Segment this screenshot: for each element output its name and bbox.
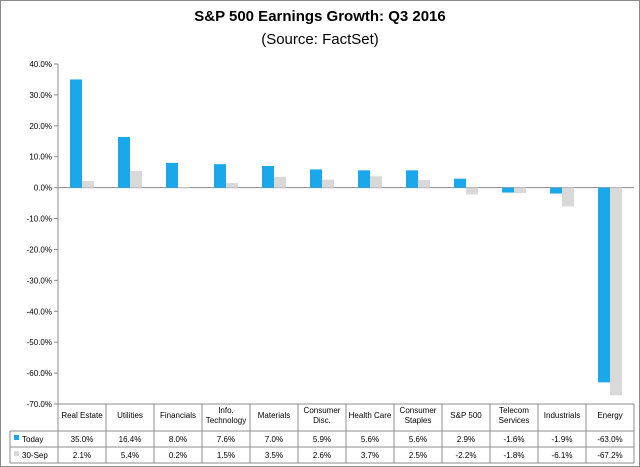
table-value-30-sep: 2.1% (73, 451, 91, 460)
bar-30-sep (130, 170, 142, 188)
bar-today (166, 162, 178, 188)
table-value-today: 35.0% (71, 435, 94, 444)
table-value-30-sep: 1.5% (217, 451, 235, 460)
category-label: Info. (218, 406, 234, 415)
bar-30-sep (370, 176, 382, 188)
bar-today (598, 187, 610, 383)
bar-30-sep (466, 187, 478, 195)
bar-today (214, 164, 226, 188)
chart-subtitle: (Source: FactSet) (261, 31, 379, 48)
bar-today (550, 187, 562, 194)
legend-swatch-30-sep (14, 451, 19, 456)
table-value-today: 7.6% (217, 435, 235, 444)
legend-label-today: Today (22, 435, 43, 444)
y-tick-label: -50.0% (27, 338, 52, 347)
bar-30-sep (562, 187, 574, 207)
table-value-today: -63.0% (597, 435, 622, 444)
bar-30-sep (418, 179, 430, 188)
y-tick-label: -20.0% (27, 245, 52, 254)
y-tick-label: 0.0% (34, 184, 52, 193)
bar-30-sep (610, 187, 622, 396)
y-tick-label: -30.0% (27, 276, 52, 285)
bar-30-sep (82, 181, 94, 188)
bar-today (502, 187, 514, 193)
category-label: S&P 500 (450, 411, 482, 420)
legend-swatch-today (14, 435, 19, 440)
bar-today (358, 170, 370, 188)
bar-today (454, 178, 466, 188)
category-label: Health Care (349, 411, 392, 420)
bar-30-sep (226, 183, 238, 188)
bar-30-sep (274, 176, 286, 188)
y-tick-label: 40.0% (29, 60, 52, 69)
table-value-today: 2.9% (457, 435, 475, 444)
category-label: Services (499, 416, 530, 425)
bar-30-sep (322, 179, 334, 188)
table-value-today: 7.0% (265, 435, 283, 444)
table-value-today: 5.9% (313, 435, 331, 444)
table-value-30-sep: -6.1% (552, 451, 573, 460)
category-label: Industrials (544, 411, 580, 420)
y-tick-label: 20.0% (29, 122, 52, 131)
bar-today (310, 169, 322, 188)
category-label: Disc. (313, 416, 331, 425)
table-value-30-sep: 3.5% (265, 451, 283, 460)
bar-today (118, 136, 130, 188)
table-value-today: 8.0% (169, 435, 187, 444)
category-label: Consumer (304, 406, 341, 415)
table-value-30-sep: -1.8% (504, 451, 525, 460)
table-value-today: 5.6% (409, 435, 427, 444)
y-tick-label: -10.0% (27, 215, 52, 224)
table-value-today: -1.9% (552, 435, 573, 444)
bar-30-sep (514, 187, 526, 194)
table-value-30-sep: 3.7% (361, 451, 379, 460)
y-tick-label: -40.0% (27, 307, 52, 316)
category-label: Utilities (117, 411, 143, 420)
category-label: Consumer (400, 406, 437, 415)
table-value-30-sep: 2.6% (313, 451, 331, 460)
y-tick-label: 10.0% (29, 153, 52, 162)
legend-label-30-sep: 30-Sep (22, 451, 48, 460)
category-label: Technology (206, 416, 246, 425)
table-value-30-sep: 5.4% (121, 451, 139, 460)
table-value-today: -1.6% (504, 435, 525, 444)
y-tick-label: 30.0% (29, 91, 52, 100)
table-value-30-sep: -67.2% (597, 451, 622, 460)
chart-title: S&P 500 Earnings Growth: Q3 2016 (194, 8, 446, 25)
category-label: Materials (258, 411, 290, 420)
table-value-today: 5.6% (361, 435, 379, 444)
table-value-30-sep: -2.2% (456, 451, 477, 460)
table-value-30-sep: 0.2% (169, 451, 187, 460)
y-tick-label: -70.0% (27, 400, 52, 409)
y-tick-label: -60.0% (27, 369, 52, 378)
category-label: Real Estate (61, 411, 103, 420)
category-label: Energy (597, 411, 622, 420)
table-value-30-sep: 2.5% (409, 451, 427, 460)
bar-today (262, 166, 274, 188)
bar-30-sep (178, 187, 190, 188)
bar-today (70, 79, 82, 188)
category-label: Staples (405, 416, 432, 425)
bar-today (406, 170, 418, 188)
category-label: Financials (160, 411, 196, 420)
category-label: Telecom (499, 406, 529, 415)
table-value-today: 16.4% (119, 435, 142, 444)
